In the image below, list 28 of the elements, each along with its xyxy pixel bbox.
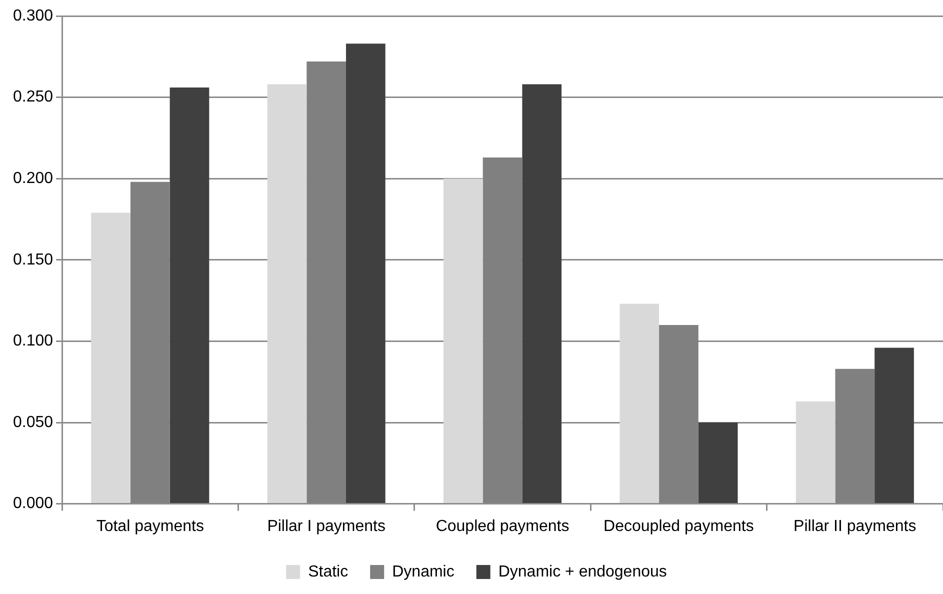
y-tick-label: 0.100	[12, 332, 54, 350]
x-tick-label: Total payments	[96, 518, 204, 535]
x-tick-label: Pillar I payments	[267, 518, 386, 535]
legend-label: Dynamic	[392, 563, 454, 580]
bar	[346, 44, 386, 504]
x-tick-label: Coupled payments	[436, 518, 570, 535]
bar	[620, 304, 660, 504]
y-tick-label: 0.200	[12, 170, 54, 188]
bar	[267, 84, 307, 504]
bar	[170, 88, 210, 504]
y-tick-label: 0.150	[12, 251, 54, 268]
bar	[796, 401, 836, 504]
bar	[130, 182, 170, 504]
y-tick-label: 0.300	[12, 7, 54, 24]
y-tick-label: 0.000	[12, 495, 54, 512]
bar	[835, 368, 875, 504]
bar	[522, 84, 562, 504]
bar	[306, 62, 346, 504]
bar	[874, 348, 914, 504]
x-tick-label: Pillar II payments	[794, 518, 916, 535]
x-tick-label: Decoupled payments	[604, 518, 754, 535]
y-tick-label: 0.250	[12, 88, 54, 106]
bar	[698, 422, 738, 504]
legend-label: Static	[308, 563, 348, 580]
legend-label: Dynamic + endogenous	[498, 563, 667, 580]
bar	[443, 178, 483, 504]
y-tick-label: 0.050	[12, 414, 54, 431]
bar	[91, 212, 130, 504]
